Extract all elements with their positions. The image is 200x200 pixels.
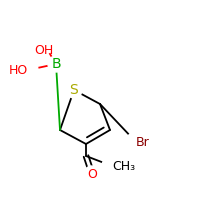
Circle shape bbox=[66, 82, 82, 98]
Text: CH₃: CH₃ bbox=[112, 160, 135, 172]
Circle shape bbox=[102, 156, 122, 176]
Circle shape bbox=[18, 60, 38, 80]
Text: B: B bbox=[51, 57, 61, 71]
Circle shape bbox=[126, 132, 146, 152]
Text: OH: OH bbox=[34, 44, 54, 57]
Text: S: S bbox=[70, 83, 78, 97]
Circle shape bbox=[34, 34, 54, 54]
Circle shape bbox=[48, 56, 64, 72]
Circle shape bbox=[84, 166, 100, 182]
Text: HO: HO bbox=[9, 64, 28, 76]
Text: O: O bbox=[87, 168, 97, 180]
Text: Br: Br bbox=[136, 136, 150, 148]
